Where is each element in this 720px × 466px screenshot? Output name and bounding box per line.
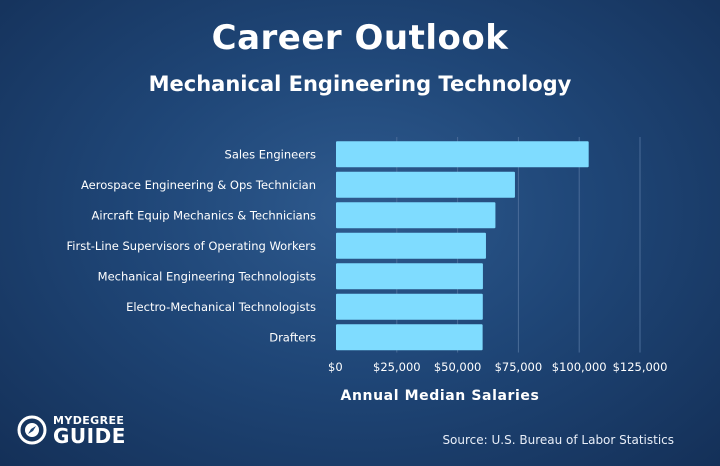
bar [336, 171, 515, 198]
bar [336, 141, 589, 168]
tick-label: $0 [328, 360, 343, 374]
chart-subtitle: Mechanical Engineering Technology [148, 72, 572, 96]
logo: MYDEGREE GUIDE [16, 414, 126, 446]
category-label: Electro-Mechanical Technologists [126, 300, 316, 314]
tick-label: $50,000 [434, 360, 482, 374]
tick-label: $75,000 [495, 360, 543, 374]
category-label: Drafters [269, 330, 316, 344]
logo-top-text: MYDEGREE [53, 413, 125, 427]
category-label: Sales Engineers [225, 147, 316, 161]
source-note: Source: U.S. Bureau of Labor Statistics [442, 433, 674, 447]
x-axis-label: Annual Median Salaries [340, 388, 540, 404]
category-label: Mechanical Engineering Technologists [98, 269, 316, 283]
tick-label: $125,000 [613, 360, 668, 374]
tick-label: $25,000 [373, 360, 421, 374]
logo-bottom-text: GUIDE [53, 423, 126, 448]
compass-icon [17, 415, 47, 445]
category-label: Aerospace Engineering & Ops Technician [81, 178, 316, 192]
chart-title: Career Outlook [211, 18, 509, 58]
category-label: First-Line Supervisors of Operating Work… [67, 239, 316, 253]
bar [336, 232, 486, 259]
bar [336, 324, 483, 351]
bar [336, 293, 483, 320]
tick-label: $100,000 [552, 360, 607, 374]
bar [336, 263, 483, 290]
category-label: Aircraft Equip Mechanics & Technicians [92, 208, 316, 222]
bar [336, 202, 496, 229]
